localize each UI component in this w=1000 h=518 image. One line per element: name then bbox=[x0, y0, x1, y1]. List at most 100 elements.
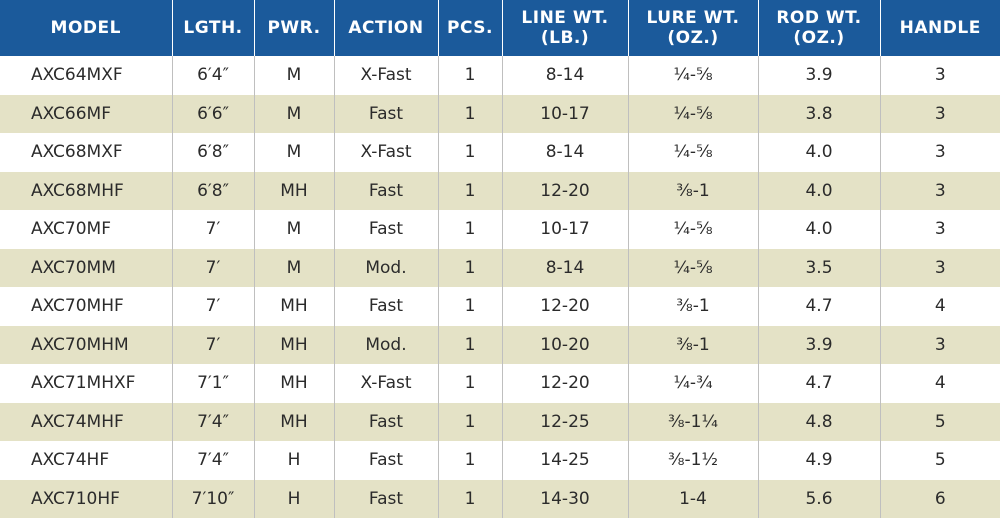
cell-length: 6′8″ bbox=[171, 133, 254, 172]
cell-pieces: 1 bbox=[437, 479, 502, 518]
cell-length: 6′8″ bbox=[171, 171, 254, 210]
cell-handle: 3 bbox=[879, 133, 1000, 172]
header-rod-weight: ROD WT. (OZ.) bbox=[757, 0, 880, 56]
table-row: AXC70MHM 7′ MH Mod. 1 10-20 ⅜-1 3.9 3 bbox=[0, 325, 1000, 364]
header-action: ACTION bbox=[333, 0, 438, 56]
cell-length: 7′10″ bbox=[171, 479, 254, 518]
cell-length: 7′4″ bbox=[171, 402, 254, 441]
cell-action: Fast bbox=[333, 287, 438, 326]
cell-handle: 3 bbox=[879, 210, 1000, 249]
cell-handle: 3 bbox=[879, 325, 1000, 364]
cell-lure-weight: ¼-⅝ bbox=[627, 56, 758, 95]
cell-rod-weight: 4.0 bbox=[757, 210, 880, 249]
cell-action: Fast bbox=[333, 94, 438, 133]
table-row: AXC71MHXF 7′1″ MH X-Fast 1 12-20 ¼-¾ 4.7 4 bbox=[0, 364, 1000, 403]
cell-pieces: 1 bbox=[437, 171, 502, 210]
cell-power: MH bbox=[253, 364, 334, 403]
cell-model: AXC70MHM bbox=[0, 325, 172, 364]
cell-rod-weight: 4.8 bbox=[757, 402, 880, 441]
cell-rod-weight: 4.9 bbox=[757, 441, 880, 480]
cell-rod-weight: 4.7 bbox=[757, 287, 880, 326]
table-row: AXC70MHF 7′ MH Fast 1 12-20 ⅜-1 4.7 4 bbox=[0, 287, 1000, 326]
cell-action: X-Fast bbox=[333, 56, 438, 95]
cell-model: AXC74MHF bbox=[0, 402, 172, 441]
cell-line-weight: 12-20 bbox=[501, 171, 628, 210]
cell-model: AXC68MXF bbox=[0, 133, 172, 172]
cell-power: MH bbox=[253, 171, 334, 210]
cell-power: M bbox=[253, 94, 334, 133]
cell-line-weight: 10-20 bbox=[501, 325, 628, 364]
cell-model: AXC74HF bbox=[0, 441, 172, 480]
cell-lure-weight: ¼-¾ bbox=[627, 364, 758, 403]
cell-pieces: 1 bbox=[437, 287, 502, 326]
cell-lure-weight: ¼-⅝ bbox=[627, 210, 758, 249]
header-handle: HANDLE bbox=[879, 0, 1000, 56]
cell-power: M bbox=[253, 210, 334, 249]
cell-line-weight: 14-25 bbox=[501, 441, 628, 480]
cell-pieces: 1 bbox=[437, 210, 502, 249]
table-row: AXC64MXF 6′4″ M X-Fast 1 8-14 ¼-⅝ 3.9 3 bbox=[0, 56, 1000, 95]
cell-action: Fast bbox=[333, 210, 438, 249]
cell-action: Mod. bbox=[333, 248, 438, 287]
cell-line-weight: 8-14 bbox=[501, 56, 628, 95]
cell-line-weight: 12-25 bbox=[501, 402, 628, 441]
table-row: AXC710HF 7′10″ H Fast 1 14-30 1-4 5.6 6 bbox=[0, 479, 1000, 518]
cell-length: 7′1″ bbox=[171, 364, 254, 403]
cell-lure-weight: ⅜-1¼ bbox=[627, 402, 758, 441]
cell-action: Fast bbox=[333, 402, 438, 441]
cell-line-weight: 8-14 bbox=[501, 133, 628, 172]
cell-lure-weight: 1-4 bbox=[627, 479, 758, 518]
cell-model: AXC710HF bbox=[0, 479, 172, 518]
cell-line-weight: 10-17 bbox=[501, 94, 628, 133]
cell-line-weight: 10-17 bbox=[501, 210, 628, 249]
cell-rod-weight: 3.5 bbox=[757, 248, 880, 287]
table-row: AXC70MM 7′ M Mod. 1 8-14 ¼-⅝ 3.5 3 bbox=[0, 248, 1000, 287]
header-lure-weight: LURE WT. (OZ.) bbox=[627, 0, 758, 56]
cell-length: 6′4″ bbox=[171, 56, 254, 95]
cell-model: AXC70MHF bbox=[0, 287, 172, 326]
cell-length: 6′6″ bbox=[171, 94, 254, 133]
cell-pieces: 1 bbox=[437, 441, 502, 480]
cell-action: X-Fast bbox=[333, 364, 438, 403]
cell-handle: 3 bbox=[879, 171, 1000, 210]
table-body: AXC64MXF 6′4″ M X-Fast 1 8-14 ¼-⅝ 3.9 3 AXC66MF 6′… bbox=[0, 56, 1000, 518]
cell-action: Fast bbox=[333, 479, 438, 518]
cell-rod-weight: 4.0 bbox=[757, 171, 880, 210]
cell-length: 7′ bbox=[171, 248, 254, 287]
table-row: AXC74HF 7′4″ H Fast 1 14-25 ⅜-1½ 4.9 5 bbox=[0, 441, 1000, 480]
cell-action: X-Fast bbox=[333, 133, 438, 172]
header-pieces: PCS. bbox=[437, 0, 502, 56]
cell-model: AXC70MF bbox=[0, 210, 172, 249]
cell-power: H bbox=[253, 441, 334, 480]
cell-pieces: 1 bbox=[437, 325, 502, 364]
cell-handle: 3 bbox=[879, 56, 1000, 95]
cell-model: AXC66MF bbox=[0, 94, 172, 133]
cell-pieces: 1 bbox=[437, 56, 502, 95]
cell-pieces: 1 bbox=[437, 248, 502, 287]
cell-power: H bbox=[253, 479, 334, 518]
cell-line-weight: 12-20 bbox=[501, 364, 628, 403]
table-row: AXC70MF 7′ M Fast 1 10-17 ¼-⅝ 4.0 3 bbox=[0, 210, 1000, 249]
cell-rod-weight: 4.7 bbox=[757, 364, 880, 403]
cell-length: 7′ bbox=[171, 325, 254, 364]
cell-action: Fast bbox=[333, 441, 438, 480]
cell-power: MH bbox=[253, 287, 334, 326]
cell-rod-weight: 5.6 bbox=[757, 479, 880, 518]
header-power: PWR. bbox=[253, 0, 334, 56]
cell-pieces: 1 bbox=[437, 133, 502, 172]
table-row: AXC74MHF 7′4″ MH Fast 1 12-25 ⅜-1¼ 4.8 5 bbox=[0, 402, 1000, 441]
table-row: AXC68MXF 6′8″ M X-Fast 1 8-14 ¼-⅝ 4.0 3 bbox=[0, 133, 1000, 172]
table-row: AXC66MF 6′6″ M Fast 1 10-17 ¼-⅝ 3.8 3 bbox=[0, 94, 1000, 133]
header-model: MODEL bbox=[0, 0, 172, 56]
header-length: LGTH. bbox=[171, 0, 254, 56]
cell-lure-weight: ⅜-1 bbox=[627, 325, 758, 364]
cell-line-weight: 8-14 bbox=[501, 248, 628, 287]
cell-model: AXC71MHXF bbox=[0, 364, 172, 403]
cell-rod-weight: 3.8 bbox=[757, 94, 880, 133]
cell-line-weight: 14-30 bbox=[501, 479, 628, 518]
cell-line-weight: 12-20 bbox=[501, 287, 628, 326]
cell-pieces: 1 bbox=[437, 94, 502, 133]
cell-lure-weight: ⅜-1 bbox=[627, 171, 758, 210]
header-line-weight: LINE WT. (LB.) bbox=[501, 0, 628, 56]
